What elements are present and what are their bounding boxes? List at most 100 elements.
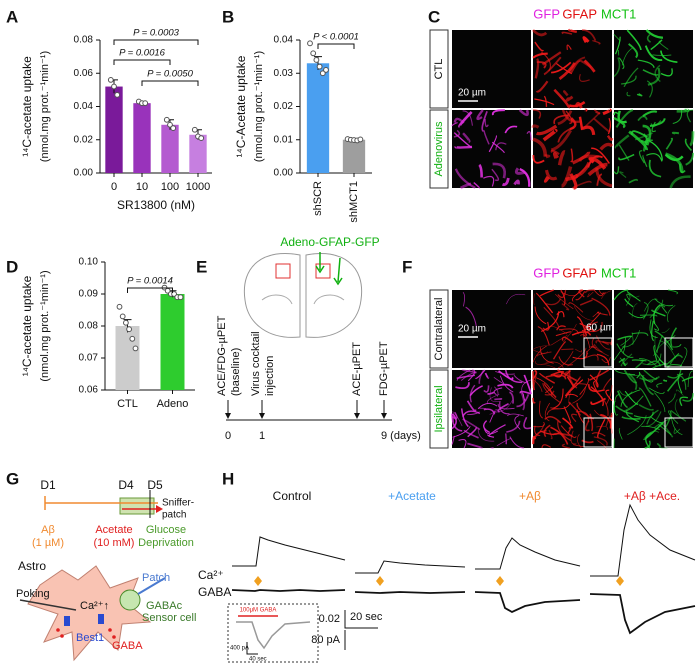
event-label: (baseline) [230, 348, 242, 396]
cell-process [584, 289, 595, 293]
day-label: D1 [40, 478, 56, 492]
cell-process [543, 424, 551, 438]
cell-process [668, 410, 679, 424]
cell-process [561, 443, 570, 449]
cell-process [578, 74, 590, 82]
gaba-dot [56, 628, 60, 632]
cell-process [663, 379, 668, 382]
micrograph [452, 110, 531, 188]
cell-process [519, 390, 532, 395]
cell-process [623, 369, 638, 384]
cell-process [466, 400, 477, 412]
cell-process [656, 443, 662, 448]
y-tick-label: 0.03 [274, 68, 294, 79]
cell-process [641, 425, 660, 430]
cell-process [669, 175, 691, 189]
cell-process [661, 304, 668, 314]
cell-process [544, 402, 551, 422]
cell-process [566, 44, 572, 51]
cell-process [581, 328, 594, 332]
cell-process [591, 297, 611, 316]
cell-process [550, 129, 573, 152]
cell-process [613, 166, 620, 175]
cell-process [545, 361, 564, 369]
cell-process [642, 69, 659, 76]
x-tick-label: shMCT1 [348, 181, 360, 223]
cell-process [641, 375, 654, 396]
gaba-dot [112, 635, 116, 639]
cell-process [574, 101, 583, 109]
treatment-label: Deprivation [138, 537, 194, 549]
cell-process [574, 348, 583, 353]
cell-process [580, 111, 601, 131]
inset-label: 40 sec [249, 657, 267, 663]
treatment-label: (1 µM) [32, 537, 64, 549]
cell-process [556, 311, 565, 318]
data-point [129, 335, 136, 342]
cell-process [596, 425, 608, 431]
cell-process [667, 393, 676, 404]
acetate-arrow [156, 505, 163, 513]
cell-process [545, 298, 562, 306]
cell-process [687, 370, 694, 387]
cell-process [550, 370, 565, 376]
bar [105, 86, 123, 173]
scale-label: 80 pA [311, 634, 340, 646]
cell-process [556, 325, 566, 331]
cell-process [665, 152, 684, 174]
data-point [142, 100, 149, 107]
inset-scale-bar [246, 642, 258, 655]
cell-label: Best1 [76, 632, 104, 644]
cell-process [621, 416, 641, 420]
cell-process [588, 384, 605, 392]
cell-process [613, 116, 626, 129]
cell-process [553, 88, 571, 109]
p-value: P < 0.0001 [313, 32, 359, 43]
row-label: Ipsilateral [433, 385, 445, 432]
day-label: 9 (days) [381, 430, 421, 442]
cell-process [531, 124, 540, 129]
cell-process [557, 420, 572, 442]
recording-label: Sniffer- [162, 498, 194, 509]
bar [133, 103, 151, 173]
cell-process [647, 67, 661, 86]
panel-letter: C [428, 7, 440, 26]
cell-process [550, 402, 571, 410]
inset-frame [583, 337, 613, 368]
cell-process [543, 176, 550, 183]
data-point [319, 70, 326, 77]
data-point [198, 135, 205, 141]
y-tick-label: 0.01 [274, 134, 294, 145]
cell-process [463, 429, 479, 439]
cell-process [605, 385, 613, 405]
cell-process [624, 390, 639, 405]
cell-process [469, 384, 476, 403]
cell-process [452, 415, 456, 422]
cell-process [544, 169, 558, 181]
bar [189, 134, 207, 173]
cell-process [532, 371, 536, 391]
cell-process [615, 109, 634, 128]
bar [161, 124, 179, 173]
data-point [119, 313, 126, 320]
cell-process [575, 411, 590, 423]
cell-process [618, 57, 625, 70]
cell-process [674, 399, 680, 416]
cell-process [667, 369, 682, 379]
cell-process [475, 369, 486, 379]
cell-process [660, 68, 673, 77]
data-point [357, 136, 364, 143]
cell-label: Astro [18, 559, 46, 573]
condition-label: +Acetate [388, 489, 436, 503]
event-label: ACE/FDG-µPET [216, 315, 228, 396]
data-point [170, 125, 177, 132]
cell-process [560, 289, 566, 306]
cell-process [576, 316, 588, 336]
cell-process [627, 415, 647, 436]
y-tick-label: 0.00 [274, 168, 294, 179]
x-tick-label: 10 [136, 181, 148, 193]
cell-process [621, 75, 637, 85]
recording-label: patch [162, 510, 186, 521]
cell-process [509, 391, 514, 404]
bar [115, 326, 140, 390]
